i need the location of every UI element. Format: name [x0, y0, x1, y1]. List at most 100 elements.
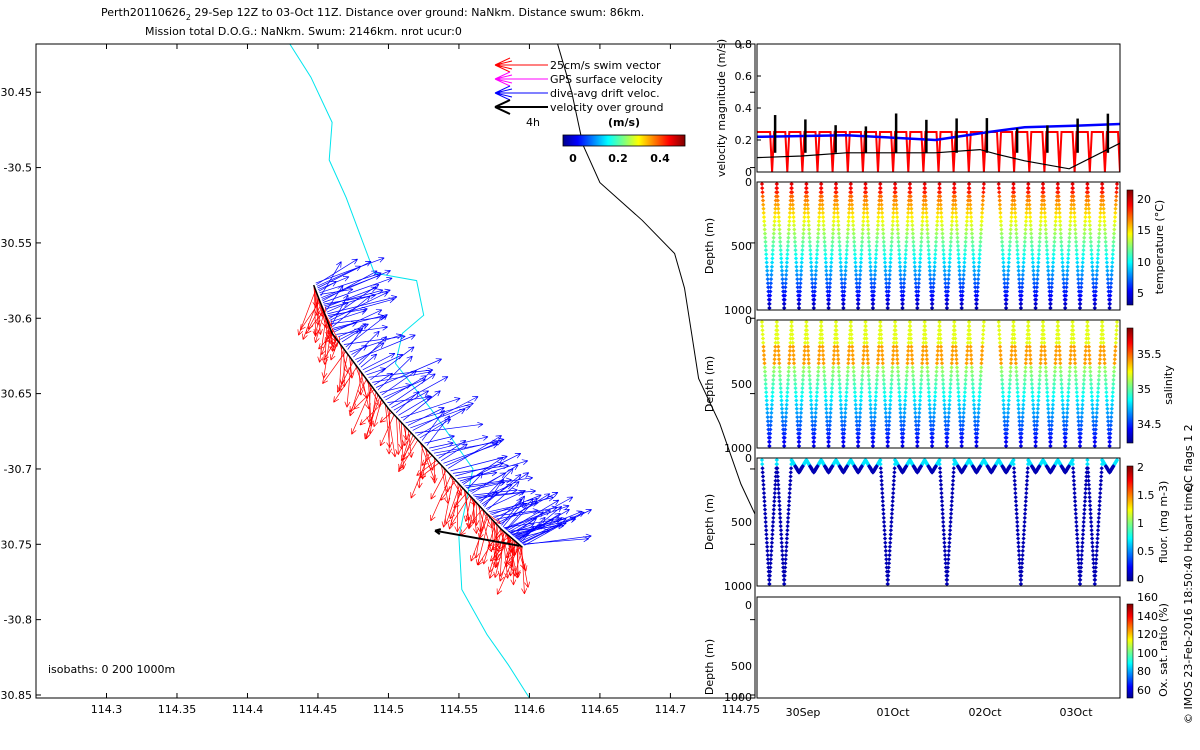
profile-sample: [1063, 301, 1068, 307]
profile-sample: [893, 190, 898, 195]
profile-sample: [928, 281, 933, 286]
profile-sample: [776, 348, 781, 354]
profile-sample: [1035, 414, 1040, 420]
profile-sample: [924, 344, 929, 349]
swim-vector: [473, 510, 485, 559]
profile-sample: [1015, 260, 1021, 265]
profile-sample: [867, 381, 872, 387]
ground-velocity-arrow: [434, 528, 520, 547]
profile-sample: [1054, 340, 1059, 345]
profile-sample: [1085, 457, 1090, 463]
profile-sample: [866, 373, 871, 378]
profile-sample: [952, 328, 957, 333]
profile-sample: [979, 365, 984, 370]
profile-sample: [1036, 256, 1041, 261]
profile-sample: [1005, 423, 1010, 428]
profile-sample: [856, 431, 862, 436]
profile-sample: [783, 414, 789, 420]
profile-sample: [761, 206, 766, 211]
profile-sample: [783, 281, 788, 286]
profile-sample: [1083, 348, 1088, 354]
profile-sample: [1029, 235, 1034, 240]
profile-sample: [925, 231, 930, 236]
profile-sample: [905, 352, 911, 358]
profile-sample: [762, 357, 767, 362]
profile-sample: [911, 243, 916, 249]
profile-sample: [935, 219, 940, 224]
profile-sample: [1030, 385, 1035, 391]
map-ytick-label: -30.75: [0, 538, 32, 551]
profile-sample: [955, 381, 961, 387]
profile-sample: [946, 272, 952, 278]
drift-vector: [474, 488, 536, 497]
profile-sample: [800, 247, 805, 253]
drift-vector: [332, 295, 371, 328]
profile-sample: [941, 532, 947, 537]
profile-sample: [782, 297, 787, 302]
profile-sample: [865, 348, 870, 354]
profile-sample: [968, 352, 974, 358]
profile-sample: [943, 419, 948, 424]
profile-sample: [888, 264, 893, 269]
profile-sample: [1097, 223, 1102, 228]
profile-sample: [1051, 381, 1057, 387]
profile-sample: [1100, 190, 1105, 195]
profile-sample: [941, 528, 946, 533]
profile-sample: [949, 495, 955, 500]
profile-sample: [889, 243, 894, 249]
profile-sample: [842, 427, 847, 432]
profile-sample: [778, 528, 784, 533]
profile-sample: [1056, 202, 1062, 207]
profile-sample: [772, 486, 778, 492]
profile-sample: [1050, 260, 1056, 265]
profile-sample: [1001, 410, 1007, 416]
profile-sample: [1009, 357, 1014, 362]
profile-sample: [1095, 252, 1101, 257]
profile-sample: [762, 361, 767, 366]
profile-sample: [1018, 305, 1024, 311]
salinity-ytick-2: 1000: [724, 442, 752, 455]
profile-sample: [824, 272, 829, 278]
profile-sample: [777, 223, 782, 228]
profile-sample: [815, 377, 820, 383]
profile-sample: [1027, 202, 1032, 207]
profile-sample: [891, 474, 897, 479]
profile-sample: [857, 419, 862, 424]
profile-sample: [796, 470, 802, 475]
profile-sample: [1024, 348, 1029, 354]
profile-sample: [1097, 361, 1102, 366]
profile-sample: [1017, 285, 1022, 290]
profile-sample: [1000, 247, 1005, 253]
profile-sample: [816, 231, 821, 236]
profile-sample: [785, 243, 791, 249]
profile-sample: [1105, 406, 1110, 411]
temperature-cbar-tick-3: 20: [1137, 193, 1151, 206]
profile-sample: [785, 528, 790, 533]
profile-sample: [1080, 544, 1085, 549]
map-xtick-label: 114.3: [91, 703, 123, 716]
profile-sample: [887, 544, 893, 549]
profile-sample: [778, 385, 783, 391]
profile-sample: [902, 410, 907, 416]
profile-sample: [849, 198, 854, 203]
profile-sample: [784, 406, 789, 411]
profile-sample: [1029, 369, 1034, 374]
profile-sample: [799, 402, 804, 407]
temperature-ytick-0: 0: [745, 176, 752, 189]
profile-sample: [902, 272, 907, 278]
swim-vector: [488, 531, 505, 579]
profile-sample: [961, 268, 967, 273]
profile-sample: [952, 323, 957, 329]
profile-sample: [1068, 348, 1074, 354]
profile-sample: [1022, 515, 1027, 521]
profile-sample: [917, 272, 922, 278]
profile-sample: [1021, 394, 1026, 399]
drift-vector: [502, 501, 525, 528]
profile-sample: [871, 293, 876, 298]
velocity-y-axis: 00.20.40.60.8: [735, 38, 761, 179]
profile-sample: [1112, 361, 1117, 366]
profile-sample: [837, 390, 843, 395]
profile-sample: [1101, 198, 1106, 203]
profile-sample: [960, 427, 965, 432]
profile-sample: [853, 264, 858, 269]
